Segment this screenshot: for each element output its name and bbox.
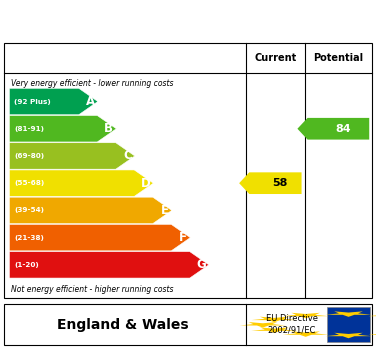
Bar xyxy=(4,304,372,345)
Bar xyxy=(327,307,370,342)
Text: Potential: Potential xyxy=(313,53,364,63)
Text: Energy Efficiency Rating: Energy Efficiency Rating xyxy=(68,11,308,29)
Polygon shape xyxy=(251,327,297,333)
Text: B: B xyxy=(104,122,113,135)
Text: Not energy efficient - higher running costs: Not energy efficient - higher running co… xyxy=(11,285,174,294)
Polygon shape xyxy=(240,322,286,327)
Text: (69-80): (69-80) xyxy=(14,153,44,159)
Polygon shape xyxy=(9,252,209,278)
Text: 58: 58 xyxy=(272,178,288,188)
Polygon shape xyxy=(368,313,376,318)
Text: (55-68): (55-68) xyxy=(14,180,44,186)
Text: EU Directive
2002/91/EC: EU Directive 2002/91/EC xyxy=(266,314,318,335)
Text: 84: 84 xyxy=(335,124,351,134)
Polygon shape xyxy=(9,116,116,142)
Text: E: E xyxy=(161,204,169,217)
Polygon shape xyxy=(283,313,329,318)
Polygon shape xyxy=(9,197,172,224)
Text: (81-91): (81-91) xyxy=(14,126,44,132)
Polygon shape xyxy=(9,170,153,196)
Polygon shape xyxy=(326,333,371,338)
Text: Very energy efficient - lower running costs: Very energy efficient - lower running co… xyxy=(11,79,174,88)
Polygon shape xyxy=(297,118,369,140)
Polygon shape xyxy=(251,317,297,322)
Polygon shape xyxy=(9,143,135,169)
Text: England & Wales: England & Wales xyxy=(57,317,189,332)
Text: (1-20): (1-20) xyxy=(14,262,39,268)
Text: A: A xyxy=(86,95,95,108)
Polygon shape xyxy=(326,311,371,317)
Text: (92 Plus): (92 Plus) xyxy=(14,98,51,104)
Text: F: F xyxy=(179,231,187,244)
Polygon shape xyxy=(9,224,190,251)
Text: C: C xyxy=(123,149,132,163)
Text: Current: Current xyxy=(254,53,297,63)
Text: (21-38): (21-38) xyxy=(14,235,44,240)
Polygon shape xyxy=(368,331,376,337)
Text: D: D xyxy=(141,177,150,190)
Polygon shape xyxy=(283,331,329,337)
Polygon shape xyxy=(9,88,98,115)
Text: (39-54): (39-54) xyxy=(14,207,44,213)
Text: G: G xyxy=(196,258,206,271)
Polygon shape xyxy=(239,172,302,194)
